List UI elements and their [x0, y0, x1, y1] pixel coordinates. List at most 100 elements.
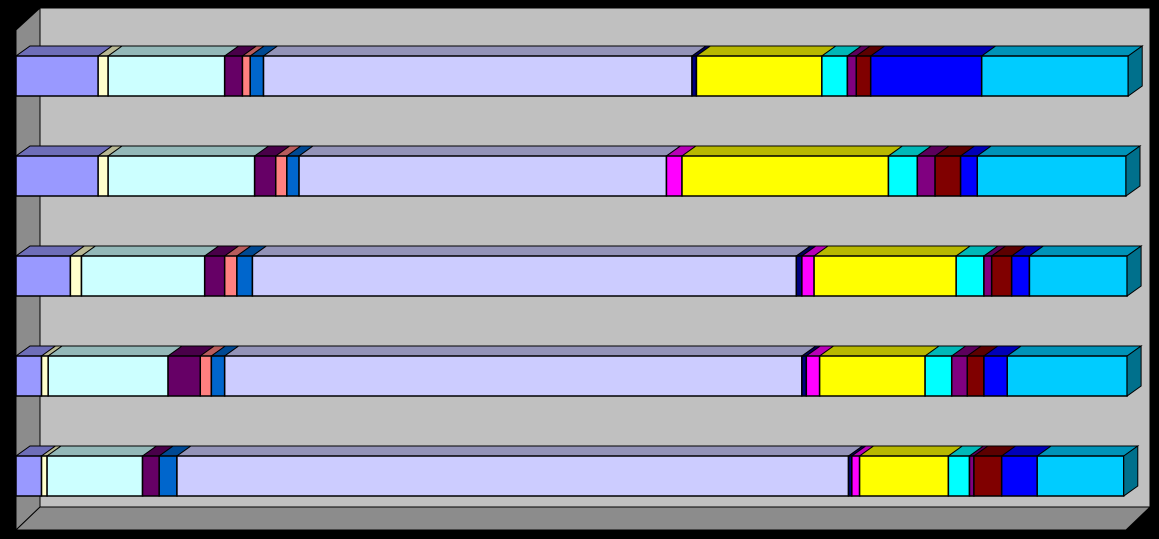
segment-front — [97, 155, 109, 197]
segment-top — [858, 445, 964, 457]
segment-front — [818, 355, 926, 397]
segment-front — [199, 355, 213, 397]
bar-segment — [946, 445, 986, 497]
segment-front — [15, 155, 99, 197]
segment-front — [950, 355, 969, 397]
segment-front — [805, 355, 821, 397]
segment-front — [286, 155, 300, 197]
segment-front — [40, 455, 48, 497]
segment-front — [1036, 455, 1125, 497]
segment-front — [924, 355, 953, 397]
segment-top — [680, 145, 905, 157]
segment-front — [983, 355, 1008, 397]
segment-top — [818, 345, 941, 357]
segment-top — [14, 45, 114, 57]
segment-top — [79, 245, 221, 257]
segment-top — [223, 345, 818, 357]
segment-front — [821, 55, 849, 97]
segment-front — [167, 355, 202, 397]
bar-segment — [858, 445, 964, 497]
segment-front — [681, 155, 890, 197]
bar-segment — [106, 145, 271, 197]
segment-front — [210, 355, 226, 397]
bar-segment — [285, 145, 315, 197]
bar-segment — [223, 345, 818, 397]
bar-segment — [175, 445, 865, 497]
segment-front — [851, 455, 861, 497]
segment-front — [983, 255, 993, 297]
segment-top — [1035, 445, 1140, 457]
segment-front — [1028, 255, 1128, 297]
segment-front — [107, 55, 226, 97]
bar-segment — [954, 245, 1000, 297]
bar-segment — [1005, 345, 1143, 397]
segment-front — [236, 255, 254, 297]
bars — [14, 45, 1144, 497]
segment-front — [973, 455, 1003, 497]
segment-front — [249, 55, 265, 97]
bar-segment — [818, 345, 941, 397]
bar-segment — [14, 345, 58, 397]
segment-front — [223, 255, 238, 297]
segment-front — [1000, 455, 1038, 497]
bar-segment — [14, 145, 114, 197]
segment-front — [869, 55, 983, 97]
bar-segment — [45, 445, 159, 497]
segment-front — [15, 255, 72, 297]
segment-front — [858, 455, 950, 497]
bar-segment — [1027, 245, 1143, 297]
segment-front — [947, 455, 971, 497]
segment-front — [69, 255, 83, 297]
segment-front — [107, 155, 256, 197]
bar-segment — [982, 345, 1023, 397]
segment-top — [869, 45, 998, 57]
segment-front — [1010, 255, 1031, 297]
segment-top — [694, 45, 838, 57]
segment-front — [887, 155, 919, 197]
bar-segment — [166, 345, 216, 397]
bar-segment — [680, 145, 905, 197]
bar-segment — [820, 45, 863, 97]
bar-segment — [79, 245, 221, 297]
segment-front — [795, 255, 803, 297]
segment-front — [241, 55, 251, 97]
bar-segment — [14, 45, 114, 97]
segment-front — [97, 55, 109, 97]
segment-front — [695, 55, 823, 97]
segment-top — [106, 145, 271, 157]
segment-front — [855, 55, 872, 97]
segment-top — [1027, 245, 1143, 257]
segment-top — [45, 445, 159, 457]
segment-front — [251, 255, 798, 297]
segment-front — [966, 355, 985, 397]
bar-segment — [261, 45, 708, 97]
segment-front — [15, 455, 43, 497]
segment-front — [15, 355, 43, 397]
segment-front — [158, 455, 178, 497]
bar-segment — [1035, 445, 1140, 497]
segment-top — [46, 345, 184, 357]
bar-segment — [209, 345, 241, 397]
segment-front — [203, 255, 226, 297]
segment-front — [80, 255, 206, 297]
bar-segment — [800, 245, 830, 297]
segment-top — [812, 245, 972, 257]
segment-front — [980, 55, 1129, 97]
segment-top — [106, 45, 241, 57]
segment-front — [1006, 355, 1128, 397]
bar-segment — [854, 45, 887, 97]
segment-top — [261, 45, 708, 57]
bar-segment — [933, 145, 977, 197]
segment-top — [175, 445, 865, 457]
segment-front — [813, 255, 957, 297]
bar-segment — [980, 45, 1144, 97]
segment-front — [665, 155, 683, 197]
segment-front — [976, 155, 1127, 197]
segment-front — [141, 455, 160, 497]
segment-front — [916, 155, 936, 197]
bar-segment — [869, 45, 998, 97]
segment-front — [15, 55, 99, 97]
segment-front — [846, 55, 858, 97]
